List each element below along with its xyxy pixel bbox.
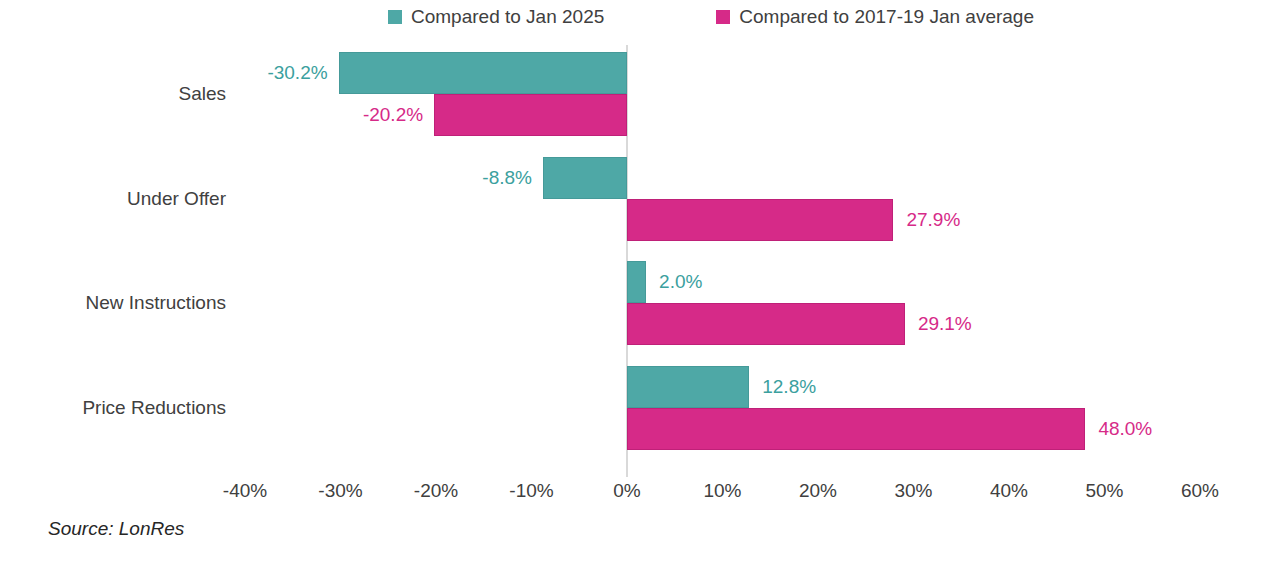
legend-swatch-teal-icon [388, 10, 402, 24]
x-tick-label: 0% [582, 480, 672, 502]
x-tick-label: -40% [200, 480, 290, 502]
value-label: 48.0% [1098, 408, 1152, 450]
value-label: -20.2% [363, 94, 423, 136]
category-label: Under Offer [0, 185, 226, 213]
legend-label: Compared to Jan 2025 [411, 6, 604, 28]
legend: Compared to Jan 2025 Compared to 2017-19… [388, 6, 1034, 28]
x-tick-label: 20% [773, 480, 863, 502]
value-label: 12.8% [762, 366, 816, 408]
x-tick-label: -10% [487, 480, 577, 502]
value-label: -8.8% [482, 157, 532, 199]
bar-price-reductions-s1 [627, 408, 1085, 450]
legend-item-jan-2025: Compared to Jan 2025 [388, 6, 604, 28]
bar-under-offer-s0 [543, 157, 627, 199]
legend-item-2017-19-average: Compared to 2017-19 Jan average [716, 6, 1034, 28]
value-label: 27.9% [906, 199, 960, 241]
x-tick-label: 40% [964, 480, 1054, 502]
x-tick-label: -30% [296, 480, 386, 502]
bar-new-instructions-s0 [627, 261, 646, 303]
bar-sales-s0 [339, 52, 627, 94]
bar-price-reductions-s0 [627, 366, 749, 408]
source-note: Source: LonRes [48, 518, 184, 540]
legend-label: Compared to 2017-19 Jan average [739, 6, 1034, 28]
x-tick-label: 60% [1155, 480, 1245, 502]
category-label: Price Reductions [0, 394, 226, 422]
category-label: Sales [0, 80, 226, 108]
category-label: New Instructions [0, 289, 226, 317]
value-label: 29.1% [918, 303, 972, 345]
x-tick-label: 30% [869, 480, 959, 502]
bar-chart: Compared to Jan 2025 Compared to 2017-19… [0, 0, 1280, 562]
value-label: -30.2% [267, 52, 327, 94]
legend-swatch-pink-icon [716, 10, 730, 24]
value-label: 2.0% [659, 261, 702, 303]
x-tick-label: 50% [1060, 480, 1150, 502]
bar-under-offer-s1 [627, 199, 893, 241]
bar-sales-s1 [434, 94, 627, 136]
x-tick-label: 10% [678, 480, 768, 502]
x-tick-label: -20% [391, 480, 481, 502]
bar-new-instructions-s1 [627, 303, 905, 345]
